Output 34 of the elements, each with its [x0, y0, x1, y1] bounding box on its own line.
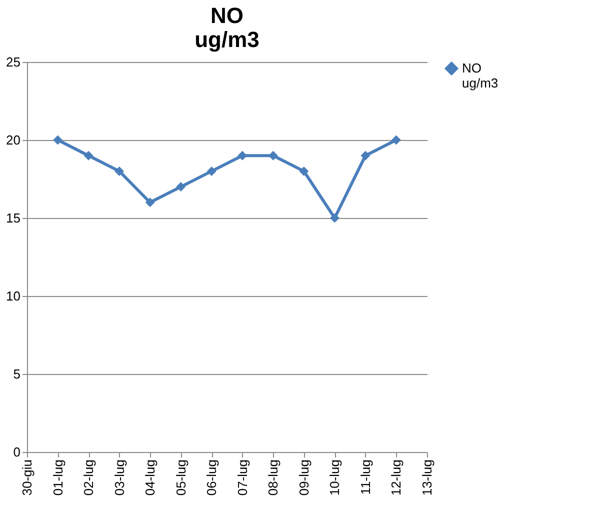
x-tick-label: 07-lug — [234, 460, 250, 496]
chart-title: NO ug/m3 — [194, 3, 260, 52]
point — [360, 150, 370, 160]
point — [330, 213, 340, 223]
point — [391, 135, 401, 145]
x-tick-label: 04-lug — [142, 460, 158, 496]
x-tick-label: 01-lug — [50, 460, 66, 496]
y-tick-label: 0 — [13, 444, 20, 460]
x-tick-label: 30-giu — [20, 460, 34, 496]
x-tick-label: 03-lug — [112, 460, 127, 496]
y-tick-label: 25 — [6, 54, 20, 70]
x-tick-label: 06-lug — [204, 460, 220, 496]
x-tick-label: 09-lug — [296, 460, 312, 496]
point — [238, 150, 248, 160]
x-tick-label: 13-lug — [420, 460, 434, 496]
point — [299, 166, 309, 176]
x-tick-label: 05-lug — [173, 460, 188, 496]
x-tick-label: 10-lug — [327, 460, 342, 496]
y-tick-label: 5 — [13, 366, 20, 382]
y-tick-label: 10 — [6, 288, 20, 304]
x-tick-label: 02-lug — [81, 460, 96, 496]
point — [268, 150, 278, 160]
point — [114, 166, 124, 176]
y-tick-label: 15 — [6, 210, 20, 226]
point — [206, 166, 216, 176]
legend-label: NO ug/m3 — [462, 60, 498, 90]
point — [145, 198, 155, 208]
x-tick-label: 11-lug — [358, 460, 373, 495]
x-tick-label: 12-lug — [388, 460, 404, 496]
x-tick-label: 08-lug — [266, 460, 281, 496]
y-tick-label: 20 — [6, 132, 20, 148]
point — [84, 150, 94, 160]
point — [53, 135, 63, 145]
point — [176, 182, 186, 192]
